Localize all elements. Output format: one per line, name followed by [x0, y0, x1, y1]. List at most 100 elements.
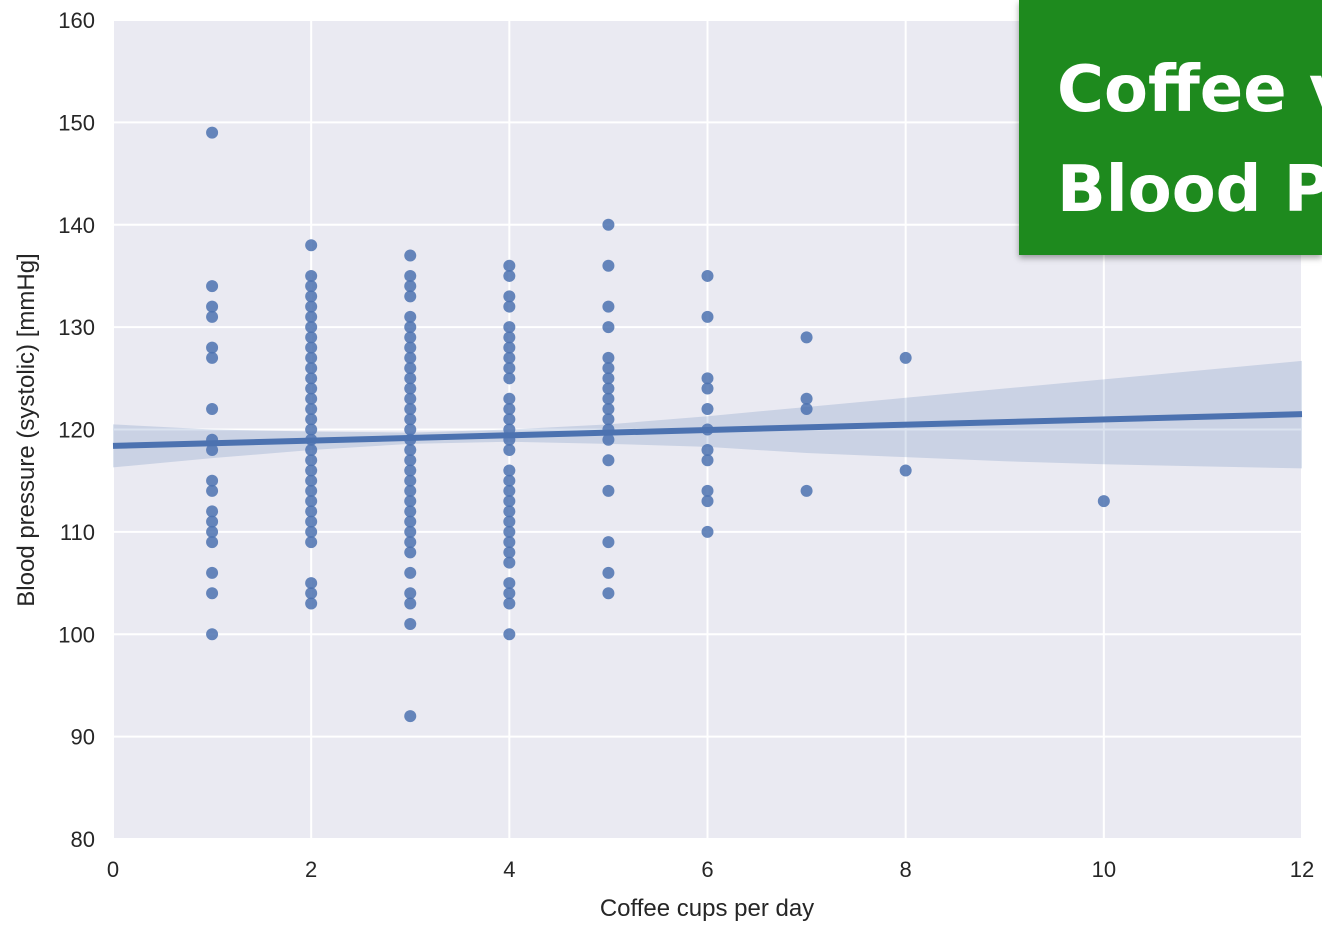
data-point — [503, 392, 516, 405]
data-point — [305, 515, 318, 528]
data-point — [602, 372, 615, 385]
data-point — [503, 525, 516, 538]
data-point — [305, 372, 318, 385]
data-point — [503, 300, 516, 313]
y-tick-label: 80 — [71, 827, 95, 852]
x-tick-label: 0 — [107, 857, 119, 882]
regression-fit-line — [112, 411, 1303, 449]
data-point — [404, 269, 417, 282]
data-point — [206, 628, 219, 641]
data-point — [206, 587, 219, 600]
data-point — [404, 474, 417, 487]
data-point — [305, 413, 318, 426]
data-point — [305, 300, 318, 313]
y-tick-label: 140 — [58, 213, 95, 238]
y-tick-label: 150 — [58, 110, 95, 135]
data-point — [404, 515, 417, 528]
y-tick-label: 160 — [58, 8, 95, 33]
data-point — [701, 310, 714, 323]
data-point — [404, 546, 417, 559]
x-axis-label: Coffee cups per day — [600, 895, 814, 922]
data-point — [305, 351, 318, 364]
data-point — [602, 382, 615, 395]
data-point — [701, 484, 714, 497]
data-point — [404, 290, 417, 303]
x-tick-label: 8 — [900, 857, 912, 882]
data-point — [305, 321, 318, 334]
y-axis-label: Blood pressure (systolic) [mmHg] — [13, 253, 40, 606]
data-point — [305, 341, 318, 354]
data-point — [404, 382, 417, 395]
data-point — [800, 392, 813, 405]
data-point — [305, 505, 318, 518]
data-point — [206, 515, 219, 528]
data-point — [206, 403, 219, 416]
x-tick-label: 2 — [305, 857, 317, 882]
x-tick-label: 6 — [701, 857, 713, 882]
data-point — [206, 536, 219, 549]
data-point — [305, 403, 318, 416]
data-point — [206, 300, 219, 313]
data-point — [503, 474, 516, 487]
data-point — [602, 433, 615, 446]
data-point — [305, 525, 318, 538]
data-point — [404, 525, 417, 538]
data-point — [899, 464, 912, 477]
data-point — [206, 443, 219, 456]
data-point — [206, 341, 219, 354]
data-point — [602, 259, 615, 272]
data-point — [503, 597, 516, 610]
data-point — [305, 290, 318, 303]
data-point — [503, 321, 516, 334]
x-tick-label: 4 — [503, 857, 515, 882]
data-point — [206, 566, 219, 579]
data-point — [503, 351, 516, 364]
data-point — [800, 331, 813, 344]
data-point — [404, 464, 417, 477]
data-point — [404, 341, 417, 354]
data-point — [503, 628, 516, 641]
data-point — [404, 403, 417, 416]
data-point — [305, 495, 318, 508]
data-point — [206, 474, 219, 487]
data-point — [503, 495, 516, 508]
data-point — [602, 351, 615, 364]
data-point — [503, 331, 516, 344]
data-point — [305, 362, 318, 375]
data-point — [404, 443, 417, 456]
data-point — [206, 484, 219, 497]
data-point — [305, 474, 318, 487]
data-point — [602, 536, 615, 549]
data-point — [503, 403, 516, 416]
data-point — [503, 577, 516, 590]
y-tick-label: 100 — [58, 622, 95, 647]
data-point — [602, 484, 615, 497]
data-point — [305, 392, 318, 405]
data-point — [206, 310, 219, 323]
data-point — [503, 413, 516, 426]
x-tick-label: 12 — [1290, 857, 1314, 882]
data-point — [305, 587, 318, 600]
data-point — [305, 597, 318, 610]
data-point — [800, 403, 813, 416]
data-point — [305, 454, 318, 467]
data-point — [602, 362, 615, 375]
data-point — [503, 587, 516, 600]
data-point — [602, 587, 615, 600]
data-point — [305, 310, 318, 323]
data-point — [305, 464, 318, 477]
banner-title-line-1: Coffee v — [1057, 53, 1322, 127]
data-point — [305, 239, 318, 252]
data-point — [206, 505, 219, 518]
data-point — [503, 259, 516, 272]
data-point — [800, 484, 813, 497]
data-point — [404, 413, 417, 426]
banner-title-line-2: Blood P — [1057, 153, 1322, 227]
data-point — [305, 382, 318, 395]
data-point — [305, 577, 318, 590]
data-point — [701, 443, 714, 456]
data-point — [602, 300, 615, 313]
data-point — [404, 495, 417, 508]
data-point — [503, 290, 516, 303]
regression-line — [112, 411, 1303, 449]
